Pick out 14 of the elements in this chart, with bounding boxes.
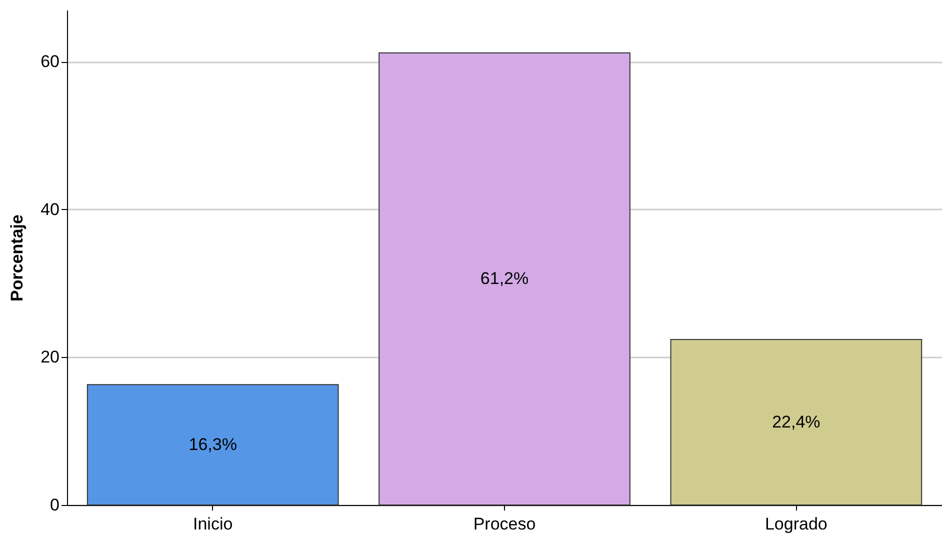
y-tick-label: 60 [40,52,60,72]
y-tick-label: 40 [40,200,60,219]
x-tick-label: Logrado [764,514,828,534]
x-tick-label: Proceso [473,514,536,534]
y-tick-label: 20 [40,348,60,367]
y-axis-title: Porcentaje [8,214,27,302]
data-label: 61,2% [480,268,529,288]
x-tick-label: Inicio [192,514,233,534]
bar [378,52,630,506]
y-tick-label: 0 [50,496,60,514]
bar [670,339,922,506]
bar [86,384,339,506]
data-label: 22,4% [772,412,820,432]
data-label: 16,3% [188,434,237,454]
